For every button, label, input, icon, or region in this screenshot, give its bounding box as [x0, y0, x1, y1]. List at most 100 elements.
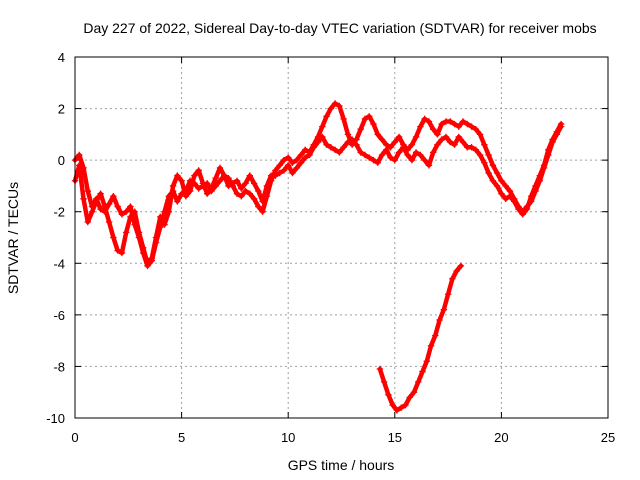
data-point [455, 133, 462, 141]
data-point [263, 182, 271, 190]
data-point [464, 120, 471, 128]
y-tick-label: 0 [58, 153, 65, 168]
series-trail [377, 263, 464, 413]
data-point [415, 378, 422, 386]
data-point [436, 316, 443, 324]
data-point [498, 177, 505, 184]
data-point [114, 203, 121, 210]
data-point [118, 211, 126, 218]
data-point [374, 131, 381, 138]
data-point [152, 234, 160, 241]
series-main-2 [71, 120, 565, 267]
series-dip [376, 262, 465, 414]
data-point [114, 247, 121, 254]
data-point [451, 141, 458, 148]
data-point [216, 164, 224, 172]
data-point [502, 195, 509, 203]
data-point [127, 203, 134, 210]
data-point [242, 180, 249, 187]
data-point [250, 180, 258, 187]
data-point [376, 365, 384, 373]
data-point [457, 262, 465, 270]
data-point [336, 102, 343, 110]
data-point [391, 138, 398, 146]
data-point [357, 149, 364, 156]
data-point [327, 105, 335, 112]
data-point [476, 151, 484, 159]
data-point [421, 115, 428, 123]
data-point [472, 126, 480, 133]
data-point [285, 154, 292, 161]
data-point [387, 144, 394, 151]
data-point [423, 358, 430, 365]
x-tick-label: 10 [281, 430, 295, 445]
data-point [118, 249, 126, 257]
data-point [280, 167, 288, 174]
data-point [425, 162, 433, 169]
data-point [417, 151, 424, 159]
data-point [208, 185, 215, 192]
data-point [302, 154, 309, 161]
data-point [493, 182, 501, 190]
data-point [314, 138, 322, 146]
data-point [427, 342, 435, 349]
data-point [400, 144, 407, 151]
data-point [434, 131, 441, 138]
data-point [229, 180, 236, 187]
data-point [378, 136, 386, 143]
data-point [195, 167, 202, 174]
data-point [259, 198, 266, 205]
data-point [233, 190, 241, 197]
data-point [297, 151, 305, 159]
y-tick-label: 2 [58, 102, 65, 117]
data-point [110, 234, 117, 241]
data-point [131, 208, 138, 215]
data-point [459, 138, 467, 146]
data-point [440, 306, 448, 313]
data-point [447, 118, 454, 125]
x-tick-label: 20 [494, 430, 508, 445]
data-point [122, 208, 130, 215]
data-point [178, 177, 185, 184]
data-point [84, 218, 91, 226]
data-point [408, 141, 416, 148]
data-point [212, 174, 219, 182]
data-point [199, 180, 207, 187]
data-point [412, 149, 420, 156]
data-point [191, 172, 198, 179]
data-point [528, 193, 535, 200]
x-axis-label: GPS time / hours [288, 457, 395, 473]
data-point [357, 126, 364, 133]
data-point [408, 156, 416, 164]
data-point [395, 149, 403, 156]
data-point [485, 151, 492, 159]
data-point [293, 156, 300, 164]
data-point [161, 221, 168, 228]
y-axis-ticks: -10 -8 -6 -4 -2 0 2 4 [46, 50, 608, 426]
series-trail [72, 101, 564, 269]
data-point [502, 182, 509, 190]
data-point [429, 149, 437, 156]
data-point [272, 172, 279, 179]
data-point [250, 195, 258, 203]
data-point [285, 162, 292, 169]
data-point [233, 177, 241, 184]
data-point [122, 229, 130, 236]
data-point [451, 120, 458, 128]
data-point [165, 208, 173, 215]
data-point [421, 156, 428, 164]
data-point [410, 389, 418, 396]
data-point [93, 198, 100, 205]
data-point [406, 394, 413, 401]
data-point [238, 185, 245, 192]
data-point [389, 401, 396, 409]
series-main-1 [71, 100, 565, 270]
data-point [174, 172, 181, 179]
data-point [76, 151, 83, 159]
y-axis-label: SDTVAR / TECUs [5, 182, 21, 294]
data-point [238, 193, 245, 200]
data-point [276, 169, 283, 177]
data-point [447, 138, 454, 146]
data-point [374, 159, 381, 166]
data-point [419, 368, 426, 375]
